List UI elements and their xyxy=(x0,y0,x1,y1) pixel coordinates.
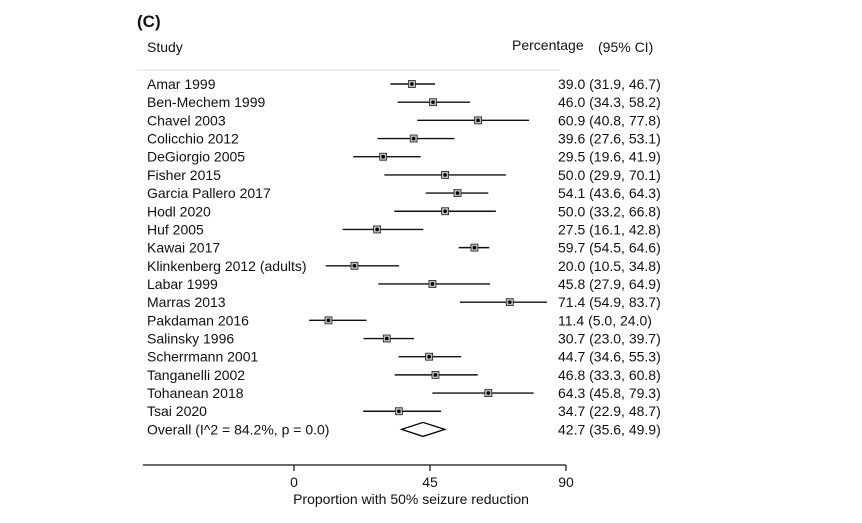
point-estimate-marker xyxy=(486,391,491,395)
study-label: Colicchio 2012 xyxy=(147,131,239,147)
point-estimate-marker xyxy=(455,191,460,195)
study-row: Salinsky 1996 30.7 (23.0, 39.7) xyxy=(147,331,661,347)
study-label: Pakdaman 2016 xyxy=(147,312,249,328)
point-estimate-marker xyxy=(397,409,401,414)
study-label: Ben-Mechem 1999 xyxy=(147,94,266,110)
point-estimate-marker xyxy=(443,209,447,214)
x-tick-label: 0 xyxy=(290,474,298,490)
study-label: Labar 1999 xyxy=(147,276,218,292)
point-estimate-marker xyxy=(381,154,385,159)
overall-row: Overall (I^2 = 84.2%, p = 0.0) 42.7 (35.6… xyxy=(147,421,661,437)
estimate-ci-text: 50.0 (29.9, 70.1) xyxy=(558,167,661,183)
x-tick-label: 45 xyxy=(422,474,438,490)
estimate-ci-text: 60.9 (40.8, 77.8) xyxy=(558,112,661,128)
estimate-ci-text: 54.1 (43.6, 64.3) xyxy=(558,185,661,201)
overall-label: Overall (I^2 = 84.2%, p = 0.0) xyxy=(147,421,329,437)
study-row: Kawai 2017 59.7 (54.5, 64.6) xyxy=(147,240,661,256)
point-estimate-marker xyxy=(384,336,389,341)
point-estimate-marker xyxy=(375,227,379,232)
study-label: Huf 2005 xyxy=(147,221,204,237)
estimate-ci-text: 30.7 (23.0, 39.7) xyxy=(558,331,661,347)
overall-estimate-ci-text: 42.7 (35.6, 49.9) xyxy=(558,421,661,437)
ci-column-header: (95% CI) xyxy=(598,39,653,55)
study-row: Labar 1999 45.8 (27.9, 64.9) xyxy=(147,276,661,292)
estimate-ci-text: 29.5 (19.6, 41.9) xyxy=(558,149,661,165)
panel-label: (C) xyxy=(137,12,161,31)
estimate-ci-text: 20.0 (10.5, 34.8) xyxy=(558,258,661,274)
estimate-ci-text: 46.8 (33.3, 60.8) xyxy=(558,367,661,383)
study-label: Tohanean 2018 xyxy=(147,385,244,401)
study-row: Ben-Mechem 1999 46.0 (34.3, 58.2) xyxy=(147,94,661,110)
estimate-ci-text: 39.6 (27.6, 53.1) xyxy=(558,131,661,147)
x-axis: 0 45 90 xyxy=(142,464,574,490)
x-tick-label: 90 xyxy=(558,474,574,490)
study-row: Garcia Pallero 2017 54.1 (43.6, 64.3) xyxy=(147,185,661,201)
study-row: Colicchio 2012 39.6 (27.6, 53.1) xyxy=(147,131,661,147)
point-estimate-marker xyxy=(431,100,435,104)
estimate-ci-text: 64.3 (45.8, 79.3) xyxy=(558,385,661,401)
estimate-ci-text: 27.5 (16.1, 42.8) xyxy=(558,221,661,237)
point-estimate-marker xyxy=(507,300,512,304)
point-estimate-marker xyxy=(443,173,447,177)
study-label: Tanganelli 2002 xyxy=(147,367,245,383)
study-label: Kawai 2017 xyxy=(147,240,220,256)
study-row: Marras 2013 71.4 (54.9, 83.7) xyxy=(147,294,661,310)
study-row: Tanganelli 2002 46.8 (33.3, 60.8) xyxy=(147,367,661,383)
study-row: Scherrmann 2001 44.7 (34.6, 55.3) xyxy=(147,349,661,365)
estimate-ci-text: 50.0 (33.2, 66.8) xyxy=(558,203,661,219)
point-estimate-marker xyxy=(476,118,480,123)
overall-diamond xyxy=(399,421,447,438)
study-column-header: Study xyxy=(147,39,183,55)
x-axis-label: Proportion with 50% seizure reduction xyxy=(293,491,529,507)
point-estimate-marker xyxy=(326,318,331,323)
study-row: Chavel 2003 60.9 (40.8, 77.8) xyxy=(147,112,661,128)
study-label: Chavel 2003 xyxy=(147,112,226,128)
study-row: DeGiorgio 2005 29.5 (19.6, 41.9) xyxy=(147,149,661,165)
study-label: Amar 1999 xyxy=(147,76,216,92)
point-estimate-marker xyxy=(352,264,357,268)
estimate-ci-text: 44.7 (34.6, 55.3) xyxy=(558,349,661,365)
study-label: Salinsky 1996 xyxy=(147,331,234,347)
estimate-ci-text: 45.8 (27.9, 64.9) xyxy=(558,276,661,292)
point-estimate-marker xyxy=(411,136,416,141)
study-label: DeGiorgio 2005 xyxy=(147,149,245,165)
study-label: Garcia Pallero 2017 xyxy=(147,185,271,201)
estimate-ci-text: 39.0 (31.9, 46.7) xyxy=(558,76,661,92)
estimate-ci-text: 11.4 (5.0, 24.0) xyxy=(558,312,652,328)
estimate-ci-text: 59.7 (54.5, 64.6) xyxy=(558,240,661,256)
study-row: Klinkenberg 2012 (adults) 20.0 (10.5, 34.… xyxy=(147,258,661,274)
study-label: Hodl 2020 xyxy=(147,203,211,219)
study-row: Pakdaman 2016 11.4 (5.0, 24.0) xyxy=(147,312,652,328)
study-label: Klinkenberg 2012 (adults) xyxy=(147,258,307,274)
point-estimate-marker xyxy=(427,354,431,359)
study-label: Scherrmann 2001 xyxy=(147,349,259,365)
point-estimate-marker xyxy=(410,82,414,86)
study-label: Marras 2013 xyxy=(147,294,226,310)
percentage-column-header: Percentage xyxy=(512,37,584,53)
point-estimate-marker xyxy=(430,282,435,286)
study-row: Fisher 2015 50.0 (29.9, 70.1) xyxy=(147,167,661,183)
study-row: Amar 1999 39.0 (31.9, 46.7) xyxy=(147,76,661,92)
study-row: Tohanean 2018 64.3 (45.8, 79.3) xyxy=(147,385,661,401)
study-row: Huf 2005 27.5 (16.1, 42.8) xyxy=(147,221,661,237)
estimate-ci-text: 46.0 (34.3, 58.2) xyxy=(558,94,661,110)
estimate-ci-text: 34.7 (22.9, 48.7) xyxy=(558,403,661,419)
study-row: Hodl 2020 50.0 (33.2, 66.8) xyxy=(147,203,661,219)
study-rows: Amar 1999 39.0 (31.9, 46.7) Ben-Mechem 199… xyxy=(147,76,661,419)
point-estimate-marker xyxy=(472,245,477,250)
study-label: Fisher 2015 xyxy=(147,167,221,183)
estimate-ci-text: 71.4 (54.9, 83.7) xyxy=(558,294,661,310)
study-label: Tsai 2020 xyxy=(147,403,207,419)
point-estimate-marker xyxy=(433,373,438,377)
study-row: Tsai 2020 34.7 (22.9, 48.7) xyxy=(147,403,661,419)
